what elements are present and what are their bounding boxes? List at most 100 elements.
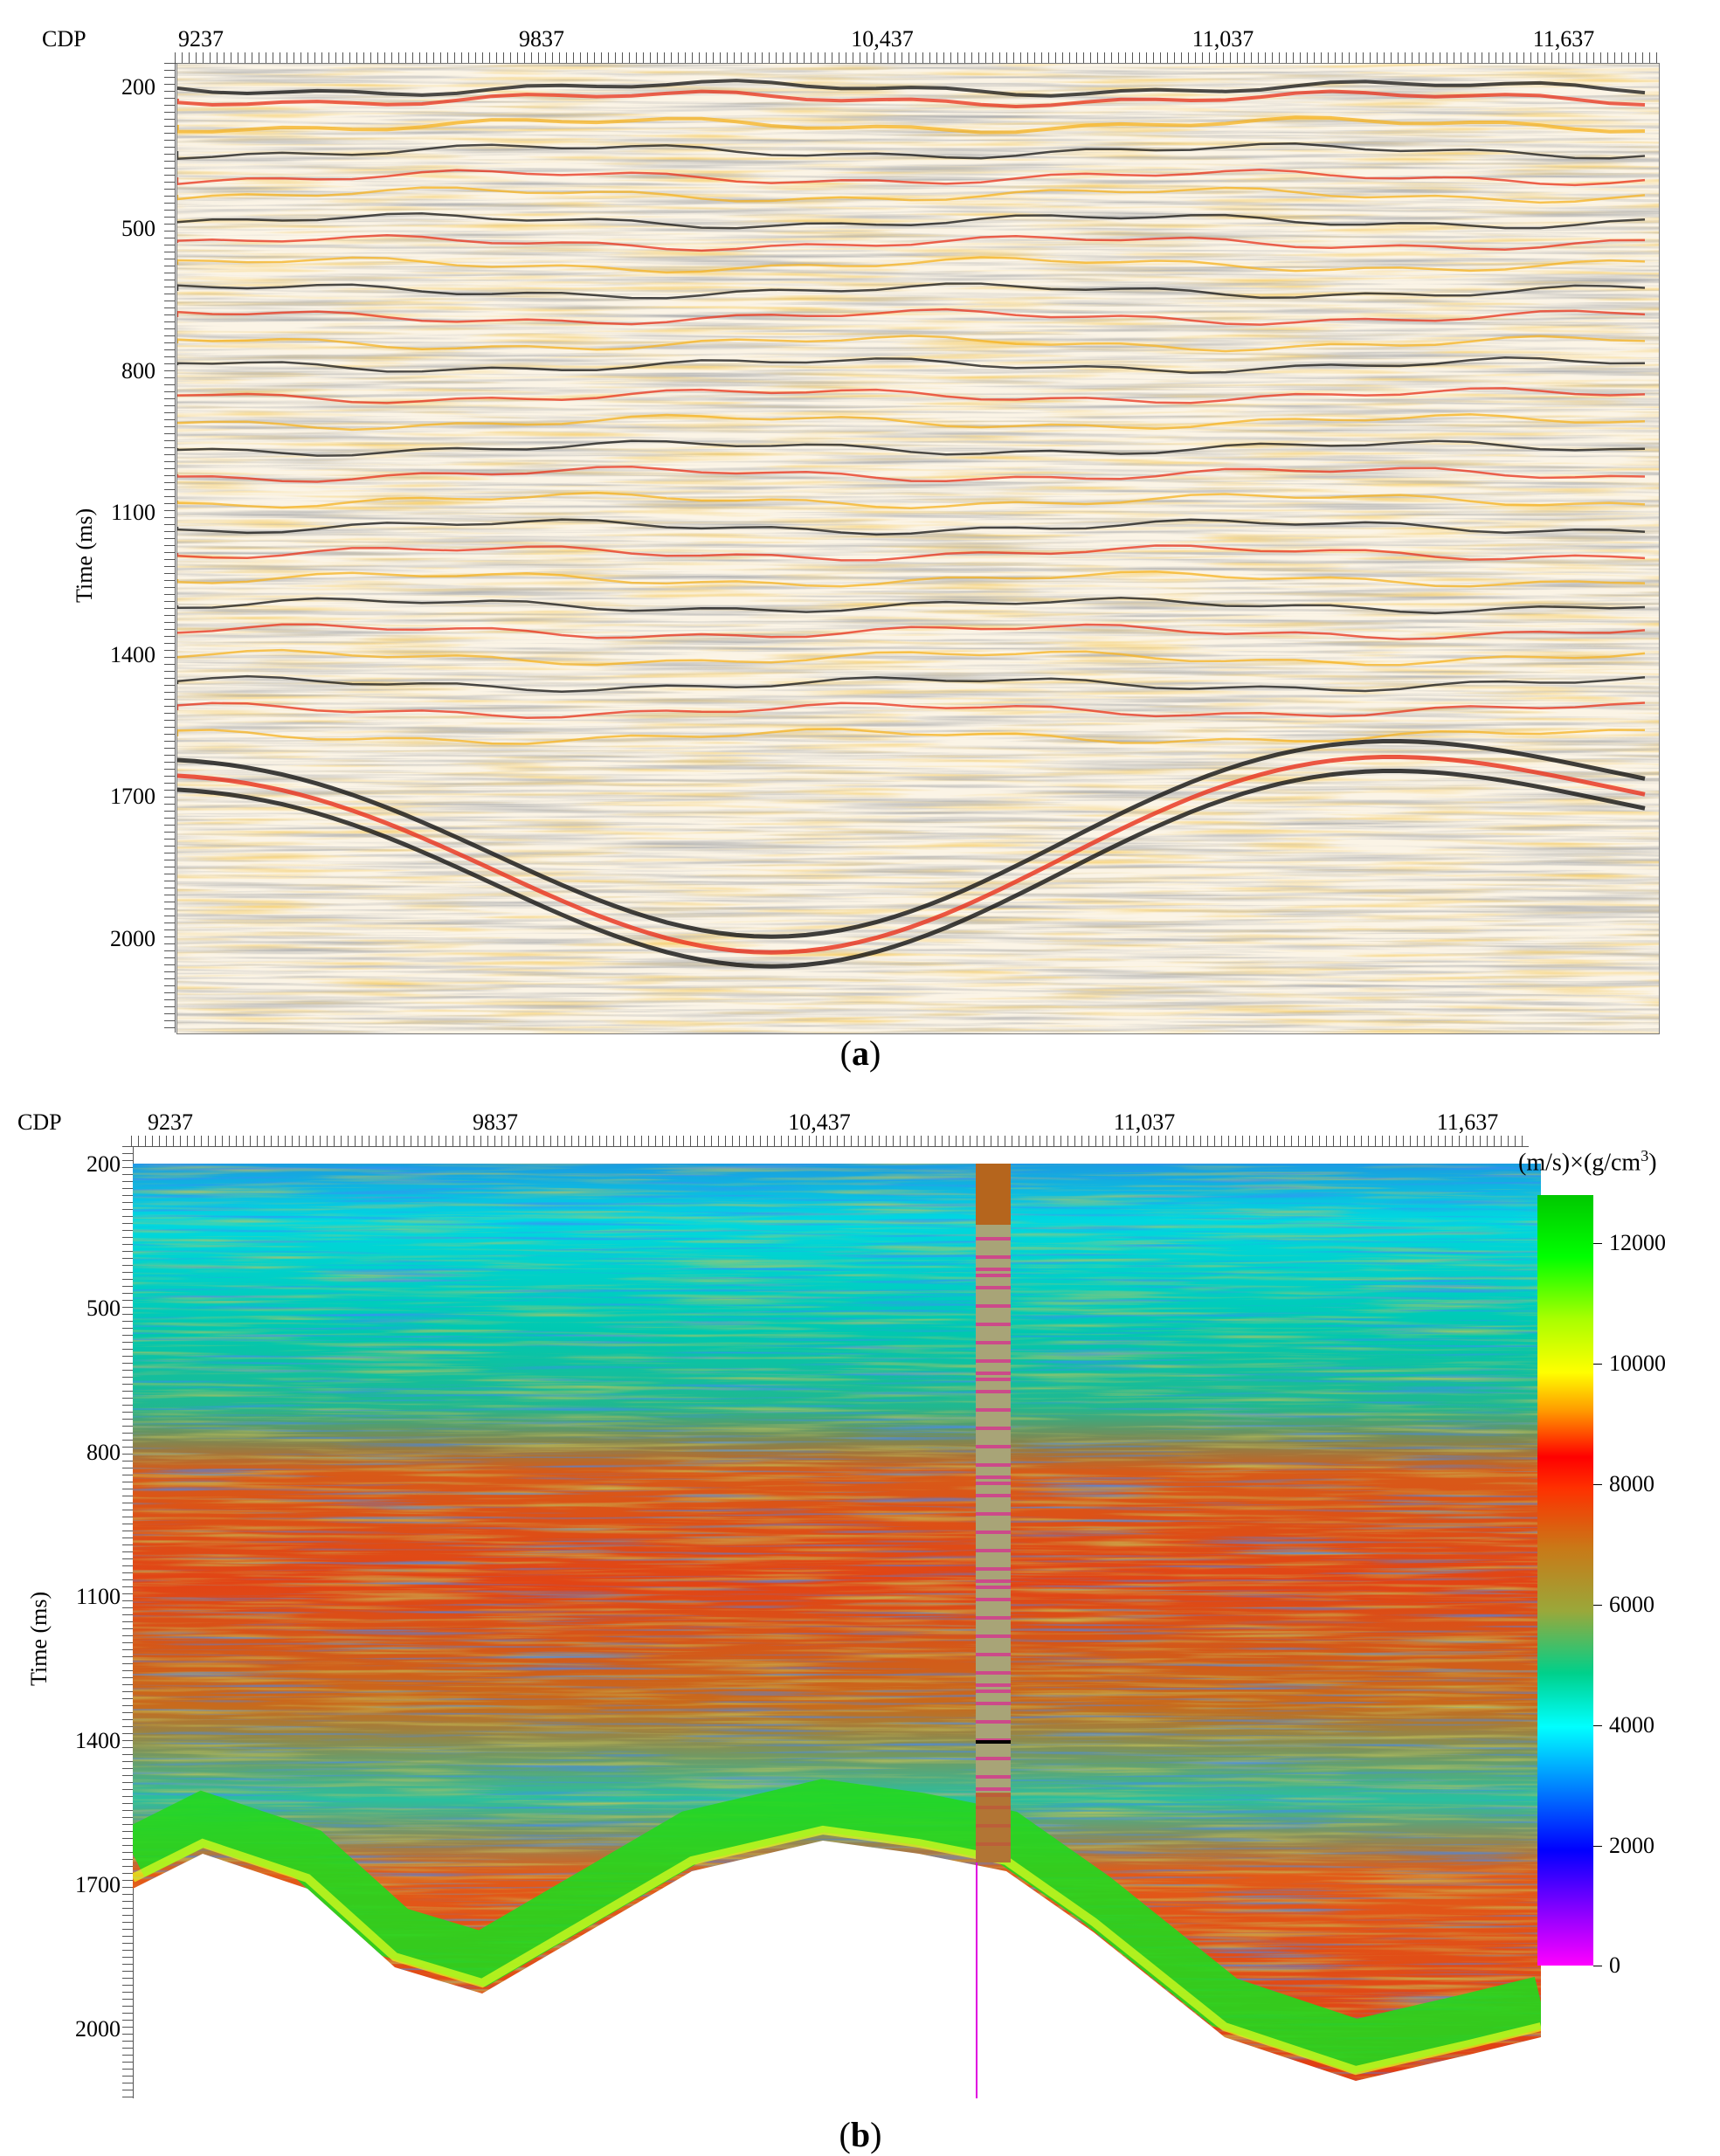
well-log-layer: [976, 1475, 1011, 1479]
panel-b-y-tick: 2000: [75, 2016, 121, 2042]
well-log-layer: [976, 1390, 1011, 1393]
colorbar-tick-mark: [1593, 1605, 1602, 1606]
caption-open: (: [839, 2115, 851, 2154]
colorbar-unit-suffix: ): [1648, 1149, 1657, 1177]
well-log-layer: [976, 1304, 1011, 1308]
seismic-horizon: [177, 701, 1646, 720]
well-log-layer: [976, 1359, 1011, 1363]
panel-a-x-tick: 9837: [519, 26, 564, 52]
seismic-horizon: [177, 256, 1646, 274]
seismic-horizon: [177, 115, 1646, 135]
colorbar-tick-label: 8000: [1609, 1471, 1654, 1496]
well-log-layer: [976, 1531, 1011, 1534]
seismic-deep-reflector: [177, 755, 1646, 955]
panel-b-y-tick: 800: [86, 1440, 121, 1465]
seismic-horizon: [177, 142, 1646, 160]
panel-b-y-tick: 1400: [75, 1728, 121, 1753]
caption-letter: b: [850, 2115, 871, 2154]
seismic-horizon: [177, 623, 1646, 641]
colorbar-unit-sup: 3: [1641, 1147, 1649, 1164]
seismic-horizon: [177, 439, 1646, 457]
caption-close: ): [870, 2115, 882, 2154]
well-log-layer: [976, 1482, 1011, 1485]
panel-b-x-tick: 9837: [473, 1109, 518, 1135]
well-log-base: [976, 1793, 1011, 1862]
panel-a-y-tick: 800: [121, 358, 155, 384]
panel-a-y-axis-title: Time (ms): [72, 508, 97, 603]
well-log-layer: [976, 1378, 1011, 1381]
colorbar-tick-label: 12000: [1609, 1230, 1666, 1255]
well-log-layer: [976, 1549, 1011, 1552]
colorbar-tick-mark: [1593, 1846, 1602, 1847]
well-log-layer: [976, 1268, 1011, 1271]
well-log-layer: [976, 1702, 1011, 1705]
seismic-horizon: [177, 282, 1646, 300]
well-log-layer: [976, 1616, 1011, 1620]
well-log-layer: [976, 1512, 1011, 1516]
panel-a-x-tick: 10,437: [851, 26, 914, 52]
well-log-layer: [976, 1690, 1011, 1693]
seismic-horizon: [177, 544, 1646, 562]
panel-b-x-tick: 10,437: [788, 1109, 851, 1135]
well-log-layer: [976, 1567, 1011, 1571]
colorbar-unit: (m/s)×(g/cm3): [1518, 1143, 1657, 1176]
seismic-horizon: [177, 674, 1646, 694]
panel-a-y-tick: 1700: [110, 784, 155, 809]
well-log-layer: [976, 1274, 1011, 1277]
panel-a-y-tick: 1100: [110, 500, 155, 525]
seismic-horizon: [177, 356, 1646, 374]
seismic-horizon: [177, 79, 1646, 98]
colorbar: [1537, 1195, 1593, 1966]
well-log-layer: [976, 1494, 1011, 1497]
panel-b-top-ruler: [131, 1136, 1529, 1147]
panel-a-seismic-image: [176, 63, 1660, 1034]
seismic-horizon: [177, 211, 1646, 230]
seismic-horizon: [177, 387, 1646, 404]
colorbar-tick-label: 4000: [1609, 1712, 1654, 1738]
panel-b-cdp-label: CDP: [17, 1109, 62, 1135]
well-log-layer: [976, 1683, 1011, 1687]
caption-open: (: [839, 1033, 852, 1073]
seismic-horizon: [177, 89, 1646, 109]
colorbar-tick-mark: [1593, 1484, 1602, 1485]
panel-a-left-ruler: [164, 63, 176, 1033]
colorbar-tick-mark: [1593, 1725, 1602, 1726]
panel-b-impedance-section: CDP 9237 9837 10,437 11,037 11,637 200 5…: [0, 1092, 1720, 2156]
seismic-horizon: [177, 466, 1646, 483]
seismic-horizon: [177, 728, 1646, 745]
well-log-layer: [976, 1757, 1011, 1760]
well-log-layer: [976, 1720, 1011, 1724]
panel-b-y-axis-title: Time (ms): [26, 1591, 52, 1686]
well-log-layer: [976, 1427, 1011, 1430]
panel-b-y-tick: 500: [86, 1296, 121, 1321]
caption-close: ): [869, 1033, 881, 1073]
well-log-layer: [976, 1787, 1011, 1791]
panel-a-x-tick: 11,037: [1192, 26, 1254, 52]
seismic-horizon: [177, 412, 1646, 432]
well-log-layer: [976, 1598, 1011, 1601]
colorbar-tick-label: 10000: [1609, 1351, 1666, 1376]
well-log-layer: [976, 1341, 1011, 1344]
well-log-cap: [976, 1164, 1011, 1225]
seismic-horizon: [177, 491, 1646, 509]
seismic-horizon: [177, 169, 1646, 187]
well-log-layer: [976, 1671, 1011, 1675]
panel-b-y-tick: 200: [86, 1151, 121, 1177]
seismic-horizon: [177, 648, 1646, 667]
well-log-layer: [976, 1323, 1011, 1326]
panel-b-x-tick: 11,637: [1436, 1109, 1499, 1135]
panel-a-y-tick: 1400: [110, 642, 155, 667]
panel-a-y-tick: 2000: [110, 926, 155, 951]
caption-letter: a: [852, 1033, 869, 1073]
seismic-horizon: [177, 596, 1646, 615]
well-log-layer: [976, 1255, 1011, 1259]
seismic-horizon: [177, 186, 1646, 204]
panel-a-x-tick: 9237: [178, 26, 224, 52]
well-log-layer: [976, 1445, 1011, 1448]
seismic-horizon: [177, 308, 1646, 326]
colorbar-tick-mark: [1593, 1364, 1602, 1365]
panel-a-cdp-label: CDP: [42, 26, 86, 52]
well-log-layer: [976, 1408, 1011, 1412]
colorbar-unit-prefix: (m/s)×(g/cm: [1518, 1149, 1641, 1177]
well-log-layer: [976, 1634, 1011, 1638]
